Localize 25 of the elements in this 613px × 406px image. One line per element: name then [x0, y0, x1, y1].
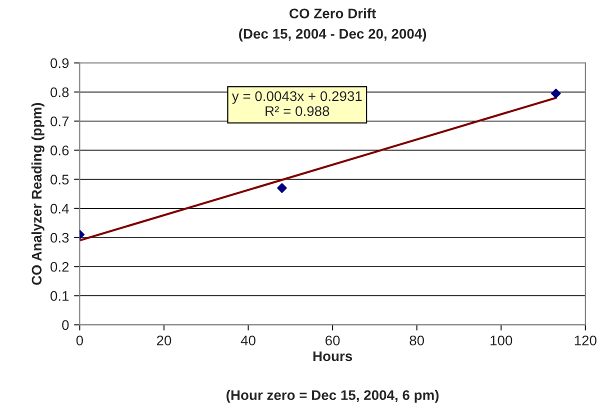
x-tick-label: 40: [240, 336, 256, 346]
y-tick-label: 0.1: [50, 291, 69, 301]
y-tick-label: 0.3: [50, 232, 69, 243]
y-tick-label: 0.6: [50, 146, 69, 156]
x-axis-title: Hours: [313, 351, 352, 362]
text: (Hour zero = Dec 15, 2004, 6 pm): [226, 390, 439, 403]
point: [551, 88, 561, 98]
y-axis-title: CO Analyzer Reading (ppm): [31, 102, 44, 285]
y-tick-label: 0: [62, 320, 69, 330]
x-tick-label: 80: [410, 336, 424, 346]
x-tick-label: 60: [326, 336, 340, 346]
chart-title: CO Zero Drift: [290, 8, 376, 18]
annotation: y = 0.0043x + 0.2931 R² = 0.988: [232, 91, 362, 116]
y-tick-label: 0.2: [50, 262, 69, 272]
point: [277, 183, 287, 193]
y-tick-label: 0.7: [50, 116, 69, 126]
x-tick-label: 0: [76, 336, 84, 346]
y-tick-label: 0.9: [50, 58, 69, 68]
y-tick-label: 0.5: [50, 174, 69, 184]
y-tick-label: 0.4: [50, 204, 69, 214]
chart-subtitle: (Dec 15, 2004 - Dec 20, 2004): [239, 28, 426, 42]
x-tick-label: 120: [574, 336, 596, 346]
x-tick-label: 20: [156, 336, 172, 346]
y-tick-label: 0.8: [50, 87, 69, 98]
x-tick-label: 100: [490, 336, 512, 346]
